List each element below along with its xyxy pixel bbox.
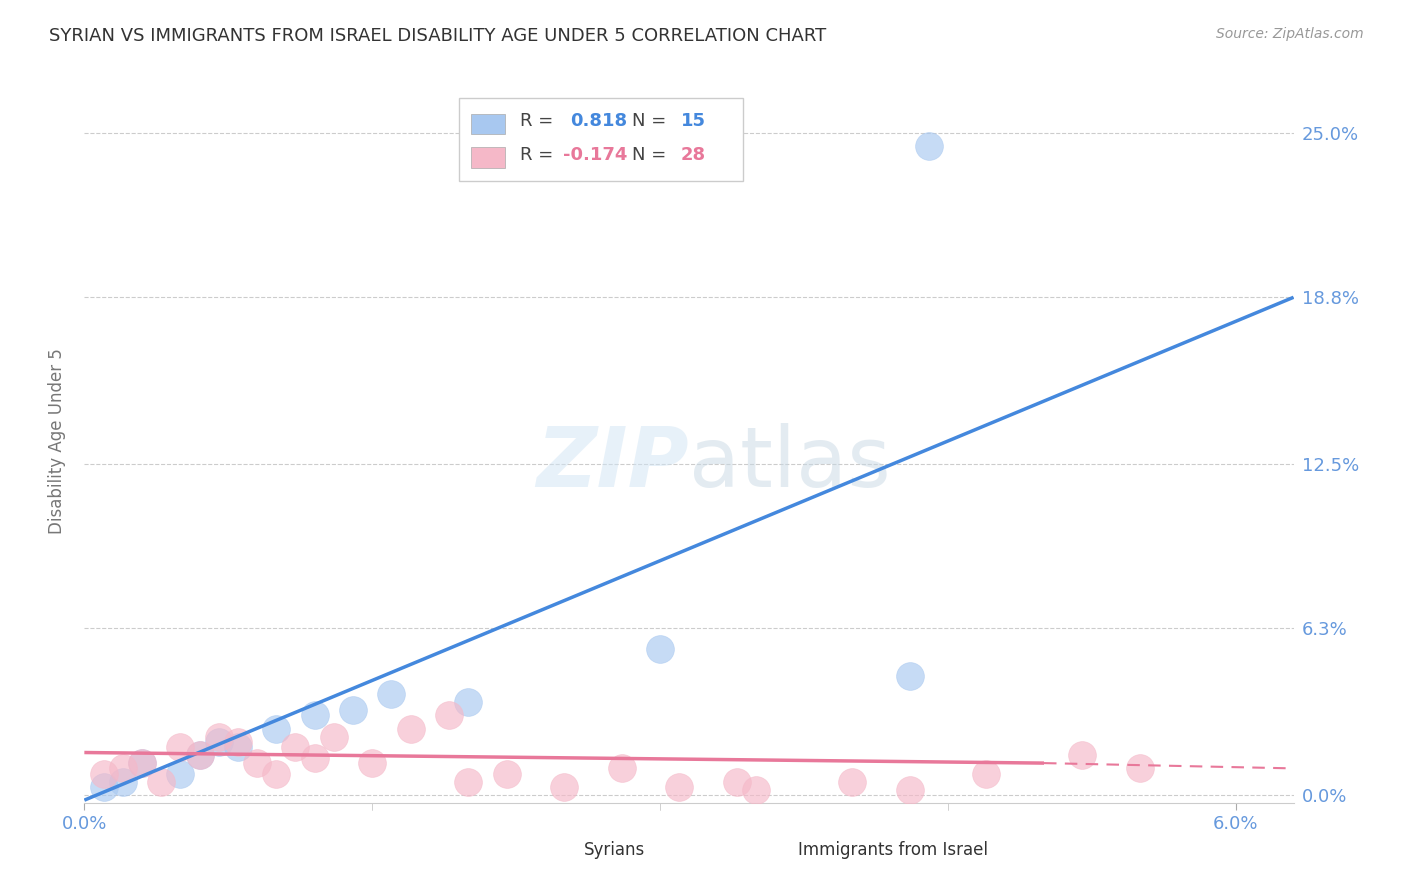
- Text: 0.818: 0.818: [571, 112, 627, 130]
- Text: R =: R =: [520, 112, 558, 130]
- Point: [342, 703, 364, 717]
- Point: [169, 740, 191, 755]
- Point: [898, 782, 921, 797]
- FancyBboxPatch shape: [744, 843, 786, 863]
- Point: [976, 766, 998, 780]
- Point: [457, 695, 479, 709]
- Text: 15: 15: [681, 112, 706, 130]
- Point: [322, 730, 344, 744]
- Point: [150, 774, 173, 789]
- Point: [610, 761, 633, 775]
- Point: [399, 722, 422, 736]
- Point: [745, 782, 768, 797]
- Point: [304, 708, 326, 723]
- Point: [284, 740, 307, 755]
- Point: [208, 735, 231, 749]
- Point: [111, 761, 134, 775]
- Point: [208, 730, 231, 744]
- Point: [111, 774, 134, 789]
- Text: 28: 28: [681, 145, 706, 164]
- Text: -0.174: -0.174: [564, 145, 627, 164]
- Point: [188, 748, 211, 763]
- Point: [1071, 748, 1094, 763]
- Point: [437, 708, 460, 723]
- Y-axis label: Disability Age Under 5: Disability Age Under 5: [48, 349, 66, 534]
- Point: [304, 751, 326, 765]
- Text: N =: N =: [633, 145, 672, 164]
- Point: [266, 722, 288, 736]
- Point: [725, 774, 748, 789]
- Text: N =: N =: [633, 112, 672, 130]
- Point: [1129, 761, 1152, 775]
- Point: [553, 780, 575, 794]
- Point: [918, 139, 941, 153]
- FancyBboxPatch shape: [471, 147, 505, 168]
- Point: [361, 756, 384, 770]
- Text: Syrians: Syrians: [583, 841, 645, 859]
- Point: [131, 756, 153, 770]
- Point: [93, 780, 115, 794]
- Point: [495, 766, 517, 780]
- Point: [246, 756, 269, 770]
- Point: [668, 780, 690, 794]
- FancyBboxPatch shape: [471, 114, 505, 135]
- Point: [188, 748, 211, 763]
- Point: [266, 766, 288, 780]
- Point: [380, 687, 402, 701]
- FancyBboxPatch shape: [460, 98, 744, 181]
- Point: [226, 740, 249, 755]
- Point: [226, 735, 249, 749]
- Point: [650, 642, 672, 657]
- Text: atlas: atlas: [689, 423, 890, 504]
- Text: Source: ZipAtlas.com: Source: ZipAtlas.com: [1216, 27, 1364, 41]
- Point: [131, 756, 153, 770]
- Point: [841, 774, 863, 789]
- Point: [457, 774, 479, 789]
- Point: [169, 766, 191, 780]
- Text: ZIP: ZIP: [536, 423, 689, 504]
- Point: [93, 766, 115, 780]
- Text: R =: R =: [520, 145, 558, 164]
- Text: Immigrants from Israel: Immigrants from Israel: [797, 841, 988, 859]
- Text: SYRIAN VS IMMIGRANTS FROM ISRAEL DISABILITY AGE UNDER 5 CORRELATION CHART: SYRIAN VS IMMIGRANTS FROM ISRAEL DISABIL…: [49, 27, 827, 45]
- FancyBboxPatch shape: [531, 843, 574, 863]
- Point: [898, 669, 921, 683]
